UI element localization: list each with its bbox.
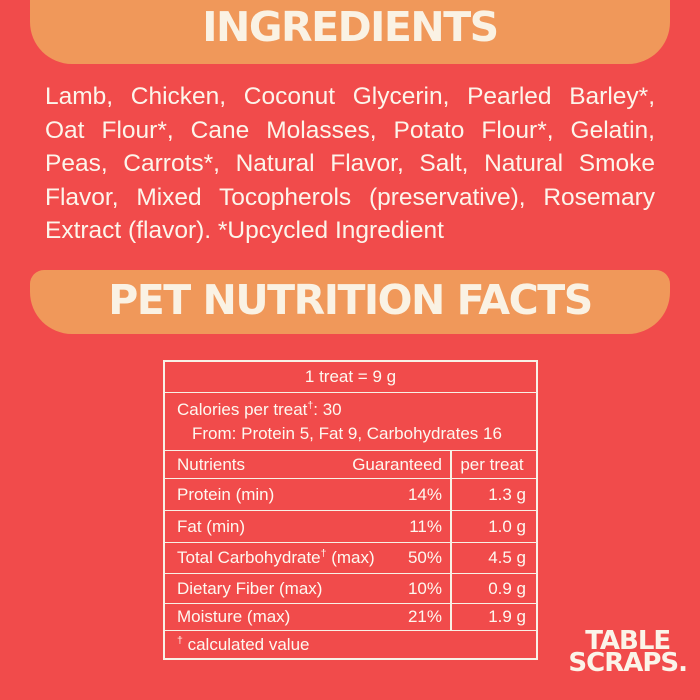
guaranteed-value: 10%	[407, 578, 442, 598]
nutrient-label: Fat (min)	[177, 516, 245, 536]
per-treat-value: 1.0 g	[450, 511, 536, 542]
ingredients-title: INGREDIENTS	[202, 2, 499, 51]
logo-line-2: SCRAPS.	[568, 648, 688, 678]
nutrient-label: Total Carbohydrate† (max)	[177, 547, 375, 567]
table-row-total-carbohydrate: Total Carbohydrate† (max) 50% 4.5 g	[165, 542, 536, 573]
table-row-moisture: Moisture (max) 21% 1.9 g	[165, 603, 536, 630]
per-treat-value: 1.3 g	[450, 479, 536, 510]
nutrition-facts-table: 1 treat = 9 g Calories per treat†: 30 Fr…	[163, 360, 538, 660]
calories-line: Calories per treat†: 30	[177, 398, 342, 419]
dagger-symbol: †	[177, 633, 183, 646]
ingredients-banner: INGREDIENTS	[30, 0, 670, 64]
serving-size-row: 1 treat = 9 g	[165, 362, 536, 392]
guaranteed-value: 50%	[407, 548, 442, 567]
table-row-fat: Fat (min) 11% 1.0 g	[165, 510, 536, 542]
ingredients-line: Peas, Carrots*, Natural Flavor, Salt, Na…	[45, 150, 655, 177]
nutrient-label: Moisture (max)	[177, 607, 291, 626]
header-nutrients: Nutrients	[177, 454, 246, 474]
serving-size-value: 1 treat = 9 g	[304, 367, 397, 386]
per-treat-value: 4.5 g	[450, 543, 536, 573]
calories-from-line: From: Protein 5, Fat 9, Carbohydrates 16	[192, 423, 502, 443]
table-header-row: Nutrients Guaranteed per treat	[165, 450, 536, 478]
table-scraps-logo: TABLE SCRAPS.	[568, 626, 688, 678]
guaranteed-value: 11%	[409, 516, 442, 536]
ingredients-text: Lamb, Chicken, Coconut Glycerin, Pearled…	[45, 80, 655, 248]
ingredients-line: Extract (flavor). *Upcycled Ingredient	[45, 217, 444, 244]
per-treat-value: 0.9 g	[450, 574, 536, 603]
ingredients-line: Oat Flour*, Cane Molasses, Potato Flour*…	[45, 116, 655, 144]
ingredients-line: Lamb, Chicken, Coconut Glycerin, Pearled…	[45, 83, 655, 110]
dagger-symbol: †	[320, 547, 327, 560]
nutrition-facts-banner: PET NUTRITION FACTS	[30, 270, 670, 334]
guaranteed-value: 21%	[407, 607, 442, 626]
header-per-treat: per treat	[450, 451, 536, 478]
logo-line-1: TABLE	[585, 626, 671, 656]
table-row-dietary-fiber: Dietary Fiber (max) 10% 0.9 g	[165, 573, 536, 603]
dagger-symbol: †	[307, 398, 314, 411]
per-treat-value: 1.9 g	[450, 604, 536, 630]
footnote-row: † calculated value	[165, 630, 536, 658]
footnote-text: † calculated value	[177, 633, 310, 654]
nutrient-label: Dietary Fiber (max)	[177, 578, 323, 598]
guaranteed-value: 14%	[407, 484, 442, 504]
table-row-protein: Protein (min) 14% 1.3 g	[165, 478, 536, 510]
nutrition-facts-title: PET NUTRITION FACTS	[108, 275, 593, 324]
ingredients-line: Flavor, Mixed Tocopherols (preservative)…	[45, 183, 655, 211]
header-guaranteed: Guaranteed	[352, 454, 442, 474]
calories-row: Calories per treat†: 30 From: Protein 5,…	[165, 392, 536, 450]
nutrient-label: Protein (min)	[177, 484, 275, 504]
